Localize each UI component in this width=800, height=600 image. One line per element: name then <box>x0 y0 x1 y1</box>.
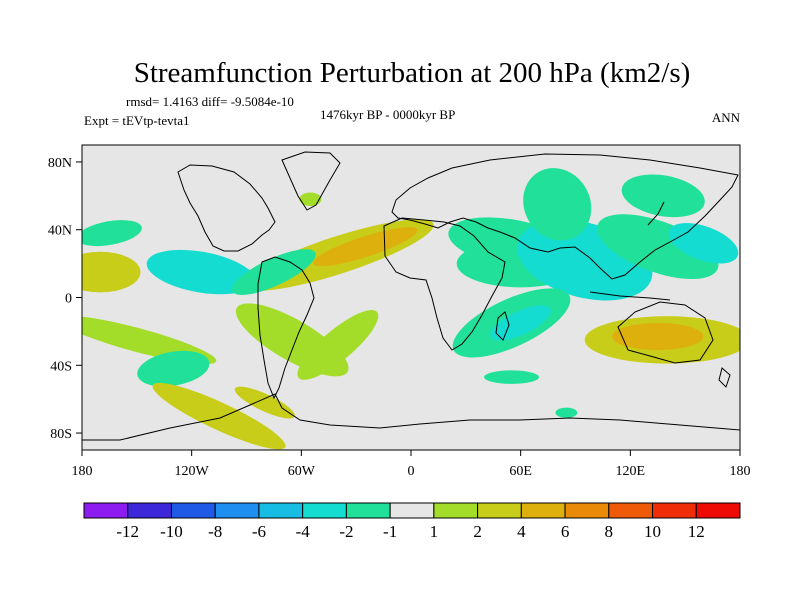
coast-antarctica <box>82 393 740 441</box>
colorbar-label: 6 <box>561 522 570 541</box>
x-tick-label: 60E <box>509 464 532 479</box>
colorbar-label: -8 <box>208 522 222 541</box>
coast-indonesia <box>589 291 671 301</box>
contour-indian-ocean-core <box>490 305 551 341</box>
coast-greenland <box>281 151 341 211</box>
contour-antarctic-low <box>555 407 578 418</box>
y-tick-label: 0 <box>65 292 72 307</box>
contour-w-pacific-band <box>597 214 719 280</box>
coast-new-zealand <box>718 367 731 388</box>
colorbar-label: -4 <box>296 522 311 541</box>
colorbar-swatch <box>127 502 172 519</box>
x-tick-label: 120W <box>175 464 210 479</box>
contour-sw-atlantic-arc <box>297 310 379 380</box>
colorbar-swatch <box>389 502 435 519</box>
period-label: 1476kyr BP - 0000kyr BP <box>320 107 455 122</box>
contour-se-pacific-low <box>137 350 210 387</box>
chart-title: Streamfunction Perturbation at 200 hPa (… <box>134 57 691 89</box>
contour-n-atlantic-africa-core <box>313 227 418 267</box>
coast-north-america <box>177 164 276 252</box>
coastlines <box>82 151 740 441</box>
x-tick-label: 180 <box>72 464 93 479</box>
colorbar-swatch <box>564 502 610 519</box>
colorbar-label: 4 <box>517 522 526 541</box>
colorbar-swatch <box>652 502 697 519</box>
colorbar-label: -2 <box>339 522 353 541</box>
y-tick-label: 80N <box>48 156 72 171</box>
contour-caribbean-band <box>232 249 316 295</box>
colorbar-label: 8 <box>605 522 614 541</box>
x-axis: 180 120W 60W 0 60E 120E 180 <box>72 450 751 479</box>
contour-s-indian-low <box>484 370 539 384</box>
season-label: ANN <box>712 110 741 125</box>
contour-fields <box>82 168 740 450</box>
colorbar-swatch <box>170 502 216 519</box>
plot-area <box>81 144 741 451</box>
y-axis: 80N 40N 0 40S 80S <box>48 156 82 442</box>
colorbar-swatch <box>695 502 741 519</box>
coast-south-america <box>257 256 315 400</box>
x-tick-label: 60W <box>288 464 316 479</box>
y-tick-label: 40S <box>50 359 72 374</box>
contour-nw-pacific-north-inner <box>645 183 689 202</box>
contour-ne-pacific-low <box>82 220 142 247</box>
colorbar-swatch <box>83 502 129 519</box>
colorbar-swatch <box>258 502 304 519</box>
x-tick-label: 0 <box>408 464 415 479</box>
colorbar-label: -1 <box>383 522 397 541</box>
coast-australia <box>617 301 714 364</box>
colorbar-swatch <box>608 502 654 519</box>
y-tick-label: 80S <box>50 427 72 442</box>
colorbar-swatch <box>214 502 260 519</box>
contour-australia-core <box>612 322 704 351</box>
contour-n-atlantic-low <box>299 192 322 207</box>
colorbar-swatch <box>477 502 522 519</box>
coast-japan <box>647 201 665 226</box>
colorbar-label: -12 <box>116 522 139 541</box>
experiment-label: Expt = tEVtp-tevta1 <box>84 113 190 128</box>
contour-ne-pacific-high <box>82 251 141 293</box>
x-tick-label: 180 <box>730 464 751 479</box>
coast-madagascar <box>495 311 510 341</box>
contour-central-asia-north <box>523 168 592 241</box>
contour-s-ocean-high <box>152 382 286 450</box>
colorbar-swatch <box>302 502 347 519</box>
colorbar-swatch <box>433 502 479 519</box>
colorbar-label: 10 <box>644 522 661 541</box>
coast-eurasia <box>391 153 739 280</box>
colorbar-label: 1 <box>430 522 439 541</box>
colorbar-label: -6 <box>252 522 266 541</box>
y-tick-label: 40N <box>48 224 72 239</box>
colorbar-label: -10 <box>160 522 183 541</box>
x-tick-label: 120E <box>616 464 646 479</box>
colorbar-swatch <box>520 502 566 519</box>
colorbar-label: 2 <box>473 522 482 541</box>
coast-africa <box>383 217 506 351</box>
colorbar: -12 -10 -8 -6 -4 -2 -1 1 2 4 6 8 10 12 <box>83 502 741 541</box>
contour-s-ocean-high-core <box>234 386 295 419</box>
colorbar-swatch <box>345 502 391 519</box>
stats-label: rmsd= 1.4163 diff= -9.5084e-10 <box>126 94 294 109</box>
colorbar-label: 12 <box>688 522 705 541</box>
